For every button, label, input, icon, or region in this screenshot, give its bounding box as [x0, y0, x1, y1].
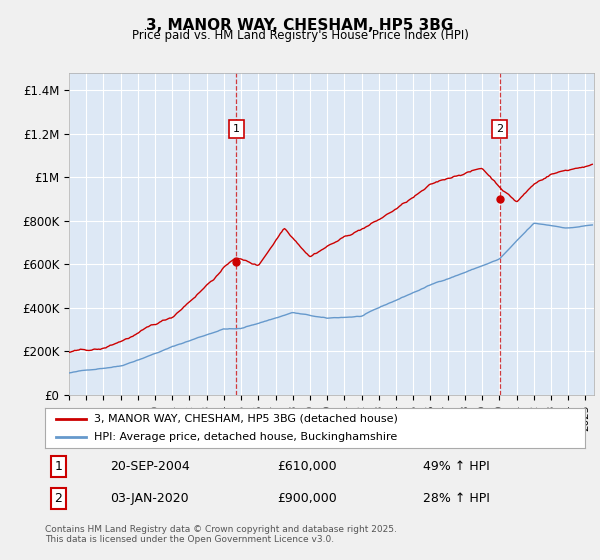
Text: 2: 2: [55, 492, 62, 505]
Text: 3, MANOR WAY, CHESHAM, HP5 3BG: 3, MANOR WAY, CHESHAM, HP5 3BG: [146, 18, 454, 33]
Text: HPI: Average price, detached house, Buckinghamshire: HPI: Average price, detached house, Buck…: [94, 432, 397, 442]
Text: Price paid vs. HM Land Registry's House Price Index (HPI): Price paid vs. HM Land Registry's House …: [131, 29, 469, 42]
Text: 1: 1: [233, 124, 240, 134]
Text: 28% ↑ HPI: 28% ↑ HPI: [423, 492, 490, 505]
Text: 3, MANOR WAY, CHESHAM, HP5 3BG (detached house): 3, MANOR WAY, CHESHAM, HP5 3BG (detached…: [94, 414, 397, 423]
Text: Contains HM Land Registry data © Crown copyright and database right 2025.
This d: Contains HM Land Registry data © Crown c…: [45, 525, 397, 544]
Text: 49% ↑ HPI: 49% ↑ HPI: [423, 460, 490, 473]
Text: 03-JAN-2020: 03-JAN-2020: [110, 492, 188, 505]
Text: 1: 1: [55, 460, 62, 473]
Text: £900,000: £900,000: [277, 492, 337, 505]
Text: 2: 2: [496, 124, 503, 134]
Text: 20-SEP-2004: 20-SEP-2004: [110, 460, 190, 473]
Text: £610,000: £610,000: [277, 460, 337, 473]
